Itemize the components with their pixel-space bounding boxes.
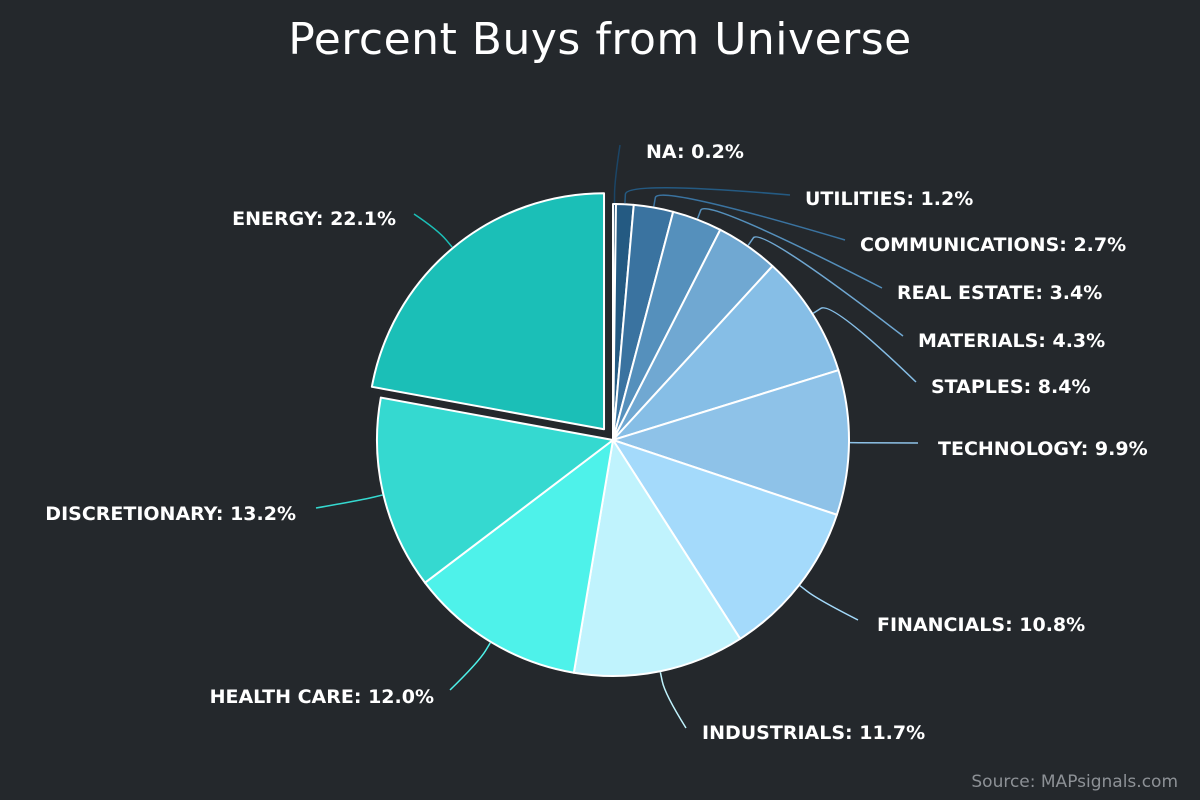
leader-line-industrials bbox=[659, 672, 687, 729]
pie-slice-discretionary[interactable] bbox=[376, 396, 614, 584]
leader-line-real-estate bbox=[696, 207, 883, 289]
pie-slice-industrials[interactable] bbox=[572, 439, 742, 677]
pie-slice-health-care[interactable] bbox=[424, 439, 614, 674]
slice-label-utilities: UTILITIES: 1.2% bbox=[805, 188, 973, 210]
leader-line-energy bbox=[413, 213, 453, 248]
slice-label-communications: COMMUNICATIONS: 2.7% bbox=[860, 234, 1126, 256]
leader-line-staples bbox=[812, 307, 917, 383]
slice-label-technology: TECHNOLOGY: 9.9% bbox=[938, 438, 1148, 460]
slice-label-na: NA: 0.2% bbox=[646, 141, 744, 163]
leader-line-health-care bbox=[449, 642, 491, 691]
source-note: Source: MAPsignals.com bbox=[971, 772, 1178, 792]
slice-label-health-care: HEALTH CARE: 12.0% bbox=[210, 686, 434, 708]
slice-label-real-estate: REAL ESTATE: 3.4% bbox=[897, 282, 1102, 304]
slice-label-discretionary: DISCRETIONARY: 13.2% bbox=[45, 503, 296, 525]
pie-slice-energy[interactable] bbox=[370, 192, 606, 431]
pie-slice-technology[interactable] bbox=[612, 369, 850, 516]
leader-line-financials bbox=[799, 585, 859, 621]
leader-line-na bbox=[613, 144, 621, 204]
pie-slice-financials[interactable] bbox=[612, 439, 838, 640]
slice-label-materials: MATERIALS: 4.3% bbox=[918, 330, 1105, 352]
slice-label-energy: ENERGY: 22.1% bbox=[232, 208, 396, 230]
chart-title: Percent Buys from Universe bbox=[288, 14, 912, 65]
leader-line-communications bbox=[653, 194, 846, 241]
pie-slice-staples[interactable] bbox=[612, 265, 840, 441]
slice-label-financials: FINANCIALS: 10.8% bbox=[877, 614, 1085, 636]
leader-line-utilities bbox=[624, 186, 791, 204]
slice-label-industrials: INDUSTRIALS: 11.7% bbox=[702, 722, 925, 744]
leader-line-discretionary bbox=[315, 494, 383, 509]
leader-line-materials bbox=[747, 236, 904, 337]
slice-label-staples: STAPLES: 8.4% bbox=[931, 376, 1090, 398]
